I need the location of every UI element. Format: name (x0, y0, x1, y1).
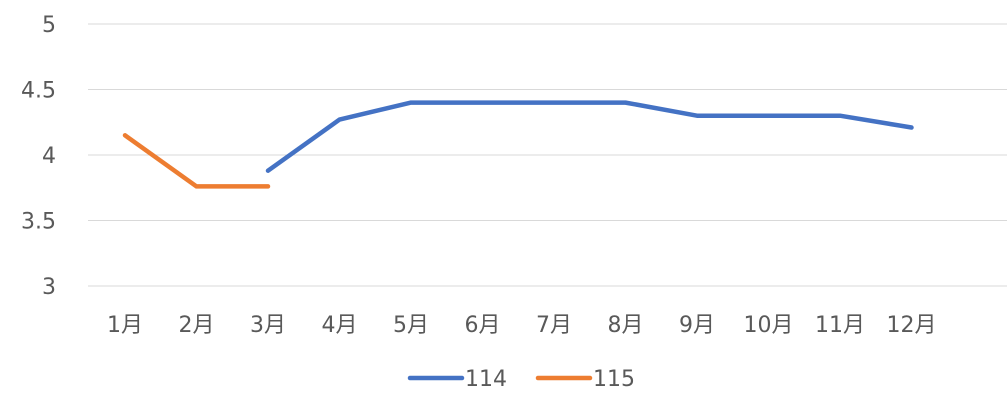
gridlines (88, 23, 1007, 287)
x-tick-label: 10月 (744, 313, 794, 338)
x-tick-label: 3月 (250, 313, 286, 338)
x-tick-label: 9月 (679, 313, 715, 338)
y-tick-label: 5 (42, 13, 56, 38)
x-tick-label: 4月 (322, 313, 358, 338)
series-line-114 (265, 100, 914, 173)
x-tick-label: 5月 (393, 313, 429, 338)
y-axis: 3 3.5 4 4.5 5 (21, 13, 56, 300)
series-line-115 (122, 133, 271, 189)
x-tick-label: 12月 (887, 313, 937, 338)
y-tick-label: 3.5 (21, 210, 56, 235)
series-lines (122, 100, 914, 189)
x-axis: 1月 2月 3月 4月 5月 6月 7月 8月 9月 10月 11月 12月 (107, 313, 937, 338)
legend-label-114: 114 (465, 367, 507, 392)
x-tick-label: 8月 (608, 313, 644, 338)
x-tick-label: 7月 (536, 313, 572, 338)
x-tick-label: 2月 (179, 313, 215, 338)
x-tick-label: 6月 (465, 313, 501, 338)
y-tick-label: 3 (42, 275, 56, 300)
y-tick-label: 4.5 (21, 79, 56, 104)
legend-label-115: 115 (593, 367, 635, 392)
x-tick-label: 11月 (815, 313, 865, 338)
legend: 114 115 (407, 367, 635, 392)
y-tick-label: 4 (42, 144, 56, 169)
x-tick-label: 1月 (107, 313, 143, 338)
